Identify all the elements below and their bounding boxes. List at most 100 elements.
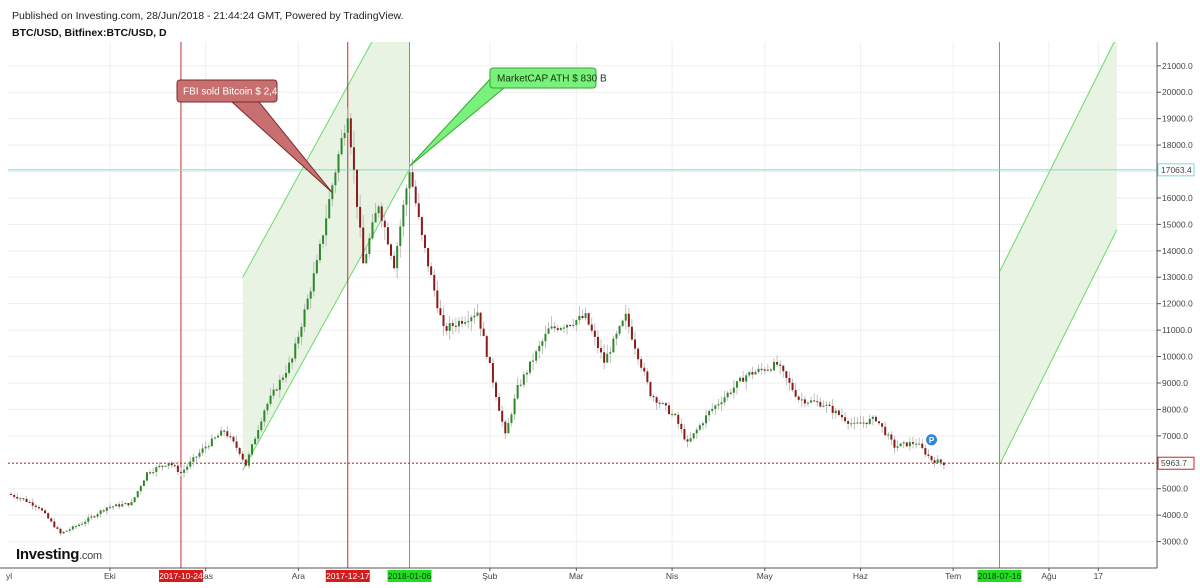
- candle-body: [260, 421, 263, 431]
- candle-body: [918, 443, 921, 445]
- y-tick-label: 10000.0: [1162, 352, 1193, 362]
- price-label-box: [1157, 456, 1195, 470]
- candle-body: [405, 188, 408, 205]
- candle-body: [828, 404, 831, 406]
- candle-body: [365, 253, 368, 264]
- y-tick-label: 7000.0: [1162, 431, 1188, 441]
- candle-body: [695, 429, 698, 434]
- candle-body: [145, 472, 148, 481]
- candle-body: [729, 392, 732, 394]
- candle-body: [408, 172, 411, 189]
- candle-body: [513, 398, 516, 415]
- candle-body: [430, 266, 433, 275]
- price-label: 17063.4: [1161, 165, 1192, 175]
- candle-body: [794, 390, 797, 397]
- candle-body: [201, 448, 204, 453]
- candle-body: [448, 323, 451, 331]
- candle-body: [865, 422, 868, 425]
- candle-body: [868, 418, 871, 425]
- candle-body: [133, 497, 136, 503]
- candle-body: [562, 327, 565, 329]
- candle-body: [822, 405, 825, 407]
- candle-body: [423, 234, 426, 248]
- candle-body: [566, 324, 569, 328]
- candle-body: [584, 313, 587, 318]
- grid: [8, 42, 1157, 568]
- candle-body: [658, 402, 661, 404]
- candle-body: [149, 472, 152, 474]
- candle-body: [124, 503, 127, 505]
- candle-body: [803, 399, 806, 404]
- y-tick-label: 8000.0: [1162, 404, 1188, 414]
- y-tick-label: 5000.0: [1162, 484, 1188, 494]
- candle-body: [139, 486, 142, 492]
- candle-body: [306, 298, 309, 310]
- candle-body: [748, 372, 751, 376]
- candle-body: [189, 461, 192, 467]
- candle-body: [84, 521, 87, 524]
- date-label-box: [977, 570, 1022, 582]
- candle-body: [210, 438, 213, 447]
- candle-body: [757, 368, 760, 372]
- candle-body: [711, 408, 714, 411]
- candle-body: [634, 339, 637, 349]
- candle-body: [535, 351, 538, 361]
- candle-body: [488, 356, 491, 364]
- candle-body: [371, 222, 374, 239]
- y-tick-label: 20000.0: [1162, 87, 1193, 97]
- candle-body: [16, 496, 19, 499]
- candle-body: [396, 245, 399, 269]
- candle-body: [763, 369, 766, 371]
- candle-body: [850, 423, 853, 425]
- candle-body: [921, 443, 924, 449]
- candle-body: [720, 402, 723, 405]
- candle-body: [300, 326, 303, 337]
- candle-body: [229, 436, 232, 438]
- candle-body: [390, 244, 392, 256]
- candle-body: [411, 172, 414, 187]
- candle-body: [439, 308, 442, 316]
- candle-body: [195, 456, 198, 458]
- candle-body: [652, 396, 655, 398]
- candle-body: [510, 414, 513, 423]
- candle-body: [745, 375, 748, 382]
- candle-body: [742, 377, 745, 382]
- candle-body: [708, 410, 711, 416]
- x-tick-label: Tem: [945, 571, 961, 581]
- candle-body: [220, 430, 223, 436]
- candle-body: [683, 429, 686, 440]
- candle-body: [942, 462, 945, 466]
- candle-body: [878, 421, 881, 424]
- candle-body: [62, 531, 65, 534]
- candle-body: [627, 313, 630, 327]
- candle-body: [507, 422, 510, 434]
- candle-body: [121, 504, 124, 507]
- x-tick-label: Mar: [569, 571, 584, 581]
- candle-body: [337, 154, 340, 173]
- candle-body: [806, 402, 809, 404]
- candle-body: [840, 414, 843, 418]
- candle-body: [689, 438, 692, 442]
- candle-body: [359, 206, 362, 228]
- candle-body: [78, 524, 81, 527]
- candle-body: [887, 434, 890, 436]
- candle-body: [810, 400, 813, 403]
- candle-body: [825, 404, 828, 406]
- candle-body: [281, 377, 284, 380]
- candle-body: [525, 372, 528, 375]
- candle-body: [294, 343, 297, 359]
- candle-body: [779, 364, 782, 366]
- candle-body: [96, 514, 99, 517]
- fbi-callout-text: FBI sold Bitcoin $ 2,4 B: [183, 87, 287, 98]
- candle-body: [386, 227, 389, 245]
- candle-body: [930, 455, 933, 461]
- candle-body: [705, 415, 708, 424]
- candle-body: [773, 362, 775, 371]
- candle-body: [899, 443, 902, 447]
- candle-body: [158, 465, 161, 468]
- candle-body: [581, 316, 584, 318]
- candle-body: [257, 430, 260, 439]
- candle-body: [186, 466, 189, 470]
- candle-body: [297, 336, 300, 344]
